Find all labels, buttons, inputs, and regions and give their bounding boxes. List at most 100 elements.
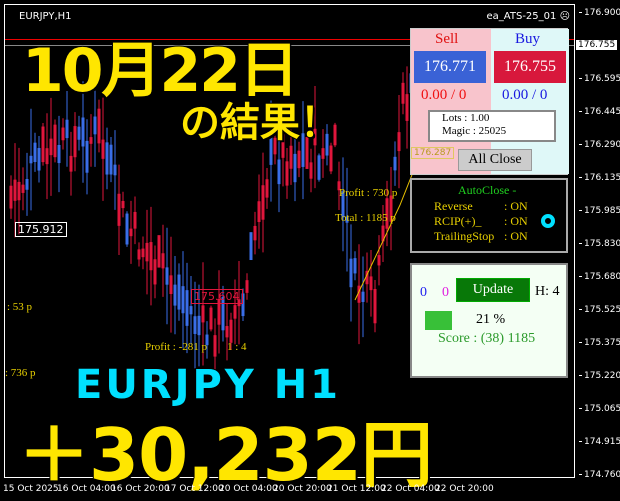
- price-label-box: 176.287: [411, 147, 455, 159]
- status-circle-icon: [541, 214, 555, 228]
- price-tick-label: 175.375: [579, 338, 620, 348]
- price-chart[interactable]: EURJPY,H1 ea_ATS-25_01 ☹ 175.912 175.604…: [4, 4, 575, 478]
- candle-body: [105, 142, 109, 175]
- sell-header: Sell: [435, 31, 459, 47]
- candle-body: [389, 195, 393, 222]
- lots-value: Lots : 1.00: [442, 112, 490, 124]
- candle-body: [117, 193, 121, 226]
- candle-body: [69, 155, 73, 172]
- time-tick-label: 20 Oct 04:00: [219, 484, 278, 494]
- candle-body: [53, 124, 57, 158]
- profit-label: Profit : -281 p: [145, 341, 208, 353]
- price-tick-label: 175.065: [579, 404, 620, 414]
- candle-body: [89, 137, 93, 144]
- total-label: 1 : 4: [227, 341, 247, 353]
- price-label-box: 175.604: [191, 289, 243, 304]
- candle-body: [133, 211, 137, 229]
- autoclose-row[interactable]: Reverse: ON: [434, 199, 528, 213]
- candle-body: [349, 258, 353, 288]
- candle-body: [377, 255, 381, 266]
- all-close-button[interactable]: All Close: [458, 149, 532, 171]
- candle-body: [221, 297, 225, 331]
- candle-body: [57, 145, 61, 164]
- buy-button[interactable]: 176.755: [494, 51, 566, 83]
- frown-face-icon: ☹: [559, 11, 570, 22]
- profit-label: : 53 p: [7, 301, 33, 313]
- candle-body: [181, 286, 185, 314]
- trade-panel: Sell Buy 176.771 176.755 0.00 / 0 0.00 /…: [410, 28, 569, 175]
- candle-body: [337, 181, 341, 191]
- candle-body: [29, 155, 33, 164]
- candle-body: [157, 235, 161, 268]
- candle-body: [97, 108, 101, 144]
- sell-position: 0.00 / 0: [421, 87, 467, 103]
- candle-body: [9, 185, 13, 209]
- candle-body: [25, 179, 29, 190]
- candle-body: [257, 201, 261, 223]
- time-tick-label: 22 Oct 20:00: [435, 484, 494, 494]
- bid-line: [5, 45, 574, 46]
- overlay-date: 10月22日: [21, 35, 300, 107]
- candle-body: [101, 139, 105, 159]
- candle-body: [373, 288, 377, 324]
- candle-body: [265, 179, 269, 198]
- price-tick-label: 176.445: [579, 107, 620, 117]
- candle-body: [129, 228, 133, 237]
- price-tick-label: 175.680: [579, 272, 620, 282]
- candle-body: [333, 124, 337, 146]
- candle-body: [273, 137, 277, 155]
- candle-body: [365, 270, 369, 285]
- price-tick-label: 174.760: [579, 470, 620, 480]
- candle-body: [305, 137, 309, 169]
- candle-body: [113, 164, 117, 176]
- price-tick-label: 176.290: [579, 140, 620, 150]
- candle-body: [41, 126, 45, 163]
- candle-body: [93, 116, 97, 135]
- autoclose-row[interactable]: TrailingStop: ON: [434, 229, 528, 243]
- candle-body: [17, 181, 21, 201]
- candle-body: [401, 82, 405, 104]
- candle-body: [229, 319, 233, 343]
- price-tick-label: 175.985: [579, 206, 620, 216]
- candle-body: [65, 119, 69, 139]
- candle-body: [253, 225, 257, 241]
- candle-body: [361, 291, 365, 302]
- score-value: Score : (38) 1185: [438, 331, 536, 346]
- score-panel: 0 0 Update H: 4 21 % Score : (38) 1185: [410, 263, 568, 378]
- candle-body: [217, 298, 221, 325]
- candle-body: [281, 134, 285, 158]
- time-tick-label: 22 Oct 04:00: [381, 484, 440, 494]
- time-tick-label: 21 Oct 12:00: [327, 484, 386, 494]
- autoclose-row[interactable]: RCIP(+)_: ON: [434, 214, 528, 228]
- price-tick-label: 174.915: [579, 437, 620, 447]
- overlay-pair: EURJPY H1: [74, 361, 342, 409]
- candle-body: [209, 307, 213, 330]
- candle-body: [261, 185, 265, 220]
- candle-body: [329, 145, 333, 172]
- candle-body: [269, 137, 273, 165]
- overlay-result: の結果！: [179, 99, 341, 147]
- profit-label: : 736 p: [5, 367, 36, 379]
- percent-value: 21 %: [476, 312, 506, 327]
- current-price-label: 176.755: [576, 40, 618, 50]
- candle-body: [405, 94, 409, 121]
- buy-header: Buy: [515, 31, 541, 47]
- count-blue: 0: [420, 285, 427, 300]
- update-button[interactable]: Update: [456, 278, 530, 302]
- lots-magic-box: Lots : 1.00 Magic : 25025: [428, 110, 556, 142]
- candle-body: [85, 140, 89, 173]
- price-axis[interactable]: 176.755 176.900 176.595 176.445 176.290 176.…: [575, 0, 620, 500]
- progress-indicator: [425, 311, 452, 330]
- candle-body: [137, 249, 141, 260]
- candle-body: [33, 142, 37, 162]
- magic-value: Magic : 25025: [442, 125, 507, 137]
- sell-button[interactable]: 176.771: [414, 51, 486, 83]
- count-magenta: 0: [442, 285, 449, 300]
- candle-body: [21, 184, 25, 193]
- price-label-box: 175.912: [15, 222, 67, 237]
- overlay-profit: ＋30,232円: [17, 412, 434, 498]
- candlesticks: [9, 66, 424, 374]
- candle-body: [241, 293, 245, 317]
- price-tick-label: 175.220: [579, 371, 620, 381]
- price-tick-label: 175.830: [579, 239, 620, 249]
